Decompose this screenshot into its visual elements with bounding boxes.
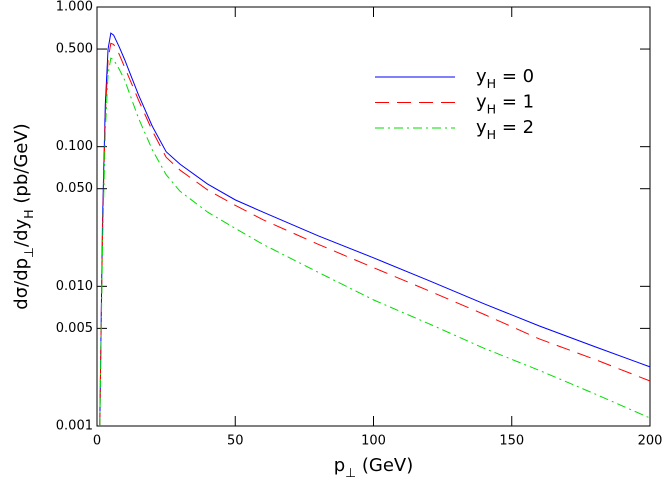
y-tick-label: 0.010 xyxy=(56,279,93,294)
y-tick-label: 1.000 xyxy=(56,0,93,15)
x-tick-label: 50 xyxy=(227,434,244,449)
x-axis-title: p⊥ (GeV) xyxy=(334,455,414,479)
plot-frame xyxy=(96,6,651,427)
y-tick-label: 0.050 xyxy=(56,181,93,196)
legend-text: yH = 0 xyxy=(476,66,534,91)
series-line xyxy=(99,32,651,427)
y-tick-label: 0.100 xyxy=(56,139,93,154)
y-tick-label: 0.001 xyxy=(56,419,93,434)
x-tick-label: 100 xyxy=(361,434,386,449)
legend-text: yH = 2 xyxy=(476,117,534,142)
series-line xyxy=(99,42,651,427)
y-tick-label: 0.005 xyxy=(56,321,93,336)
series-line xyxy=(99,57,651,427)
x-tick-label: 200 xyxy=(638,434,663,449)
y-tick-label: 0.500 xyxy=(56,42,93,57)
y-axis-title: dσ/dp⊥/dyH (pb/GeV) xyxy=(11,123,36,309)
x-tick-label: 0 xyxy=(93,434,101,449)
legend-text: yH = 1 xyxy=(476,92,534,117)
x-tick-label: 150 xyxy=(499,434,524,449)
